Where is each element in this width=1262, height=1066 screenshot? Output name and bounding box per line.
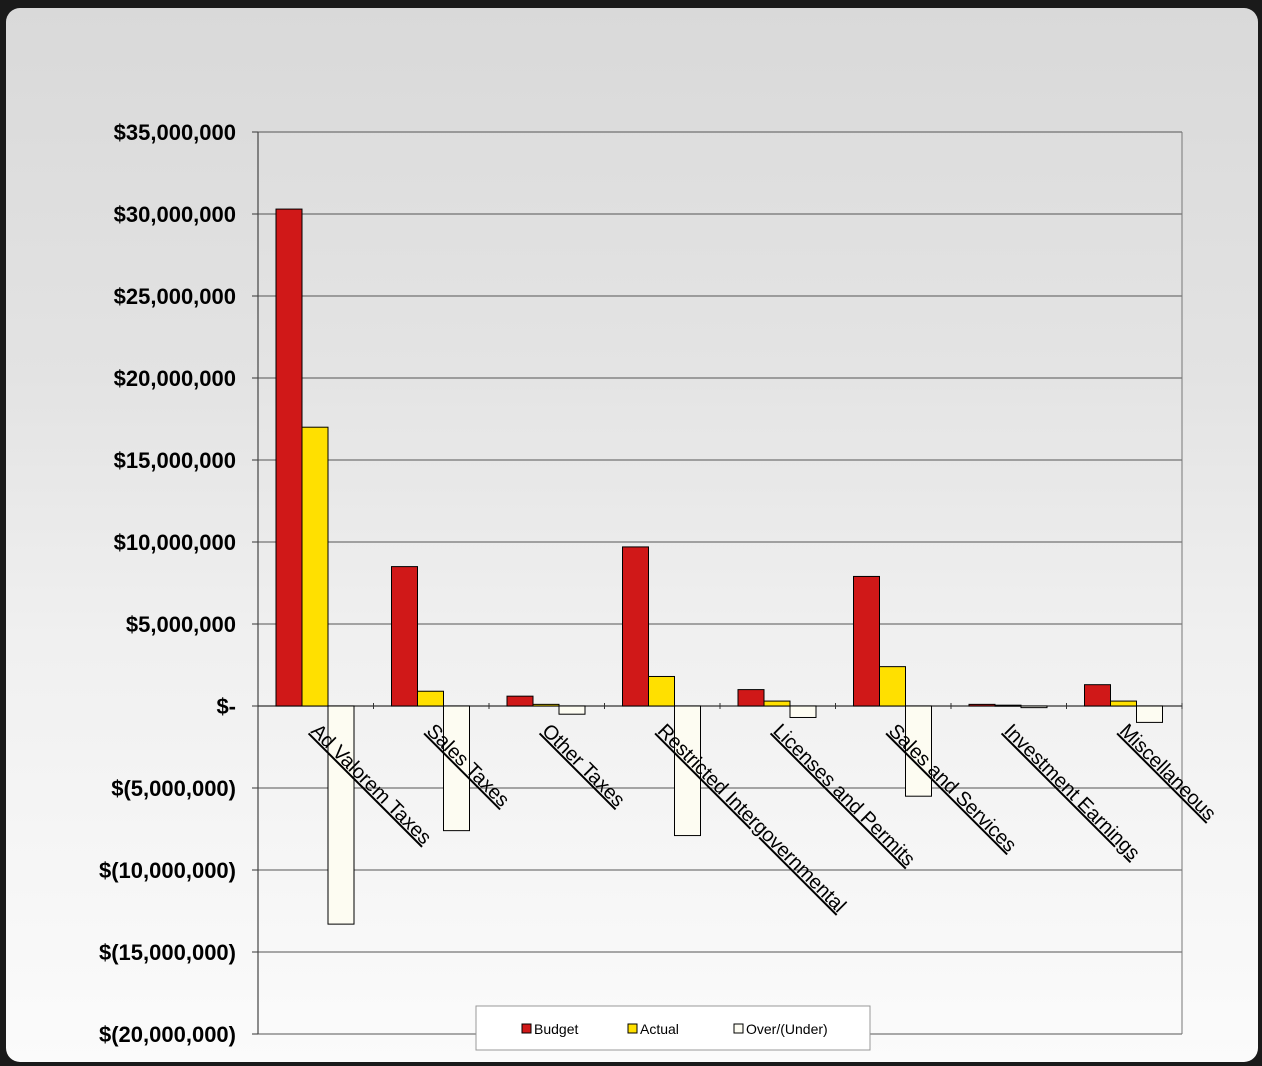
bar-actual xyxy=(417,690,444,707)
bar-budget xyxy=(275,208,303,707)
legend-box xyxy=(475,1005,871,1051)
bar-actual xyxy=(994,704,1022,707)
bar-actual xyxy=(532,703,560,707)
bar-budget xyxy=(622,546,649,707)
bar-over-under xyxy=(1136,705,1163,723)
bar-budget xyxy=(391,566,418,707)
bar-budget xyxy=(853,575,880,707)
bar-actual xyxy=(1110,700,1137,707)
bar-actual xyxy=(301,426,329,707)
y-tick-label: $(5,000,000) xyxy=(111,776,236,801)
legend-swatch xyxy=(627,1023,638,1034)
y-tick-label: $15,000,000 xyxy=(114,448,236,473)
bar-over-under xyxy=(443,705,470,832)
bar-over-under xyxy=(905,705,932,797)
bar-budget xyxy=(506,695,534,707)
legend-label: Budget xyxy=(534,1021,578,1037)
bar-over-under xyxy=(558,705,586,715)
y-tick-label: $10,000,000 xyxy=(114,530,236,555)
bar-budget xyxy=(1084,684,1111,707)
legend-swatch xyxy=(521,1023,532,1034)
legend-swatch xyxy=(733,1023,744,1034)
bar-budget xyxy=(737,689,765,707)
y-tick-label: $25,000,000 xyxy=(114,284,236,309)
y-tick-label: $20,000,000 xyxy=(114,366,236,391)
bar-actual xyxy=(763,700,791,707)
bar-actual xyxy=(648,675,675,707)
y-tick-label: $30,000,000 xyxy=(114,202,236,227)
legend-label: Actual xyxy=(640,1021,679,1037)
y-tick-label: $5,000,000 xyxy=(126,612,236,637)
y-tick-label: $- xyxy=(216,694,236,719)
chart-frame xyxy=(6,8,1258,1062)
bar-over-under xyxy=(327,705,355,925)
bar-actual xyxy=(879,666,906,707)
bar-budget xyxy=(968,703,996,707)
bar-over-under xyxy=(674,705,701,837)
y-tick-label: $(10,000,000) xyxy=(99,858,236,883)
bar-over-under xyxy=(789,705,817,718)
legend-label: Over/(Under) xyxy=(746,1021,828,1037)
y-tick-label: $35,000,000 xyxy=(114,120,236,145)
bar-over-under xyxy=(1020,705,1048,709)
y-tick-label: $(20,000,000) xyxy=(99,1022,236,1047)
y-tick-label: $(15,000,000) xyxy=(99,940,236,965)
